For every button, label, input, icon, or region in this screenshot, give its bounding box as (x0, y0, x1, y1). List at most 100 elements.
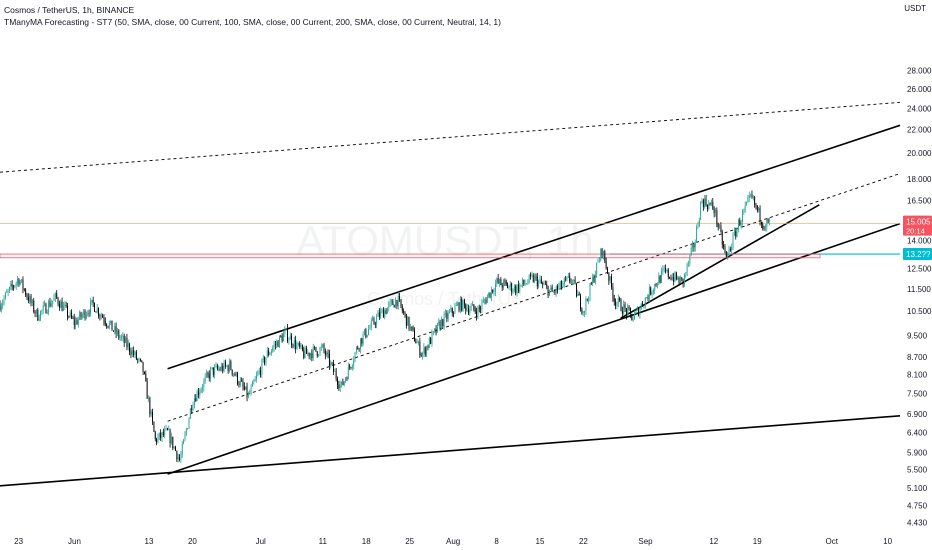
candle-body (94, 303, 95, 312)
price-tick-label[interactable]: 24.000 (907, 104, 932, 113)
price-tick-label[interactable]: 6.900 (907, 410, 928, 419)
candle-body (327, 352, 329, 354)
candle-body (671, 277, 673, 280)
price-tick-label[interactable]: 26.000 (907, 85, 932, 94)
candle-body (355, 347, 357, 353)
time-tick-label[interactable]: 15 (536, 537, 545, 546)
price-tick-label[interactable]: 8.700 (907, 353, 928, 362)
candle-body (638, 307, 639, 316)
price-tick-label[interactable]: 16.500 (907, 196, 932, 205)
time-tick-label[interactable]: 13 (145, 537, 154, 546)
candle-body (715, 210, 716, 214)
candle-body (643, 305, 645, 307)
time-tick-label[interactable]: Jun (68, 537, 81, 546)
candle-body (624, 304, 626, 309)
candle-body (272, 347, 274, 351)
candle-body (740, 221, 742, 226)
time-tick-label[interactable]: 19 (753, 537, 762, 546)
candle-body (84, 310, 86, 319)
time-tick-label[interactable]: 23 (14, 537, 23, 546)
candle-body (658, 275, 660, 285)
candle-body (674, 272, 676, 282)
price-tick-label[interactable]: 8.100 (907, 371, 928, 380)
candle-body (759, 207, 761, 222)
candle-body (528, 275, 530, 283)
candle-body (520, 284, 522, 286)
candle-body (403, 311, 405, 313)
channel-upper-line[interactable] (167, 124, 901, 370)
price-axis[interactable]: 28.000 26.000 24.000 22.000 20.000 18.000 16.5… (907, 67, 932, 528)
candle-body (253, 381, 255, 383)
price-tick-label[interactable]: 6.400 (907, 428, 928, 437)
candle-body (742, 211, 743, 222)
time-tick-label[interactable]: 20 (188, 537, 197, 546)
price-tick-label[interactable]: 4.430 (907, 519, 928, 528)
candle-body (122, 335, 124, 337)
candle-body (134, 351, 136, 355)
candle-body (692, 243, 693, 249)
price-tick-label[interactable]: 20.000 (907, 149, 932, 158)
candle-body (233, 373, 234, 375)
candle-body (507, 283, 509, 289)
time-tick-label[interactable]: 8 (494, 537, 499, 546)
candle-body (603, 251, 604, 256)
candle-body (75, 320, 77, 326)
price-tick-label[interactable]: 4.750 (907, 502, 928, 511)
time-tick-label[interactable]: 10 (883, 537, 892, 546)
time-tick-label[interactable]: 22 (579, 537, 588, 546)
price-tick-label[interactable]: 18.000 (907, 175, 932, 184)
price-tick-label[interactable]: 28.000 (907, 67, 932, 76)
red-zone[interactable] (0, 253, 821, 259)
price-tick-label[interactable]: 11.500 (907, 285, 931, 294)
candle-body (704, 198, 706, 208)
time-tick-label[interactable]: 11 (319, 537, 328, 546)
candle-body (393, 305, 395, 308)
price-tick-label[interactable]: 12.500 (907, 264, 932, 273)
price-tick-label[interactable]: 5.900 (907, 448, 928, 457)
time-tick-label[interactable]: Sep (638, 537, 653, 546)
candle-body (725, 251, 727, 257)
candle-body (473, 304, 475, 310)
candle-body (769, 220, 770, 222)
candle-body (392, 300, 394, 306)
candle-body (648, 287, 650, 299)
long-support-line[interactable] (0, 415, 901, 487)
candle-body (41, 310, 43, 311)
candle-body (219, 368, 221, 371)
candle-body (698, 219, 700, 226)
candle-body (462, 299, 464, 311)
time-tick-label[interactable]: 12 (709, 537, 718, 546)
long-resistance-line[interactable] (0, 101, 901, 173)
time-tick-label[interactable]: Aug (446, 537, 460, 546)
candle-body (636, 307, 638, 311)
time-tick-label[interactable]: 18 (362, 537, 371, 546)
channel-mid-line[interactable] (167, 173, 901, 422)
price-tick-label[interactable]: 9.500 (907, 332, 928, 341)
time-tick-label[interactable]: Jul (256, 537, 266, 546)
price-tick-label[interactable]: 7.500 (907, 390, 928, 399)
candle-body (750, 194, 752, 196)
price-tick-label[interactable]: 14.000 (907, 237, 932, 246)
channel-lower-line[interactable] (167, 222, 901, 475)
price-tick-label[interactable]: 5.100 (907, 484, 928, 493)
symbol-title[interactable]: Cosmos / TetherUS, 1h, BINANCE (4, 5, 135, 15)
candle-body (654, 284, 656, 291)
candle-body (299, 343, 301, 347)
candle-body (515, 286, 517, 294)
candle-body (388, 303, 390, 308)
time-tick-label[interactable]: 25 (405, 537, 414, 546)
price-tick-label[interactable]: 10.500 (907, 307, 932, 316)
price-tick-label[interactable]: 5.500 (907, 466, 928, 475)
drawings[interactable] (0, 101, 901, 487)
candle-body (432, 331, 434, 333)
candle-body (647, 297, 649, 299)
candle-body (133, 350, 135, 355)
candle-body (503, 280, 504, 288)
indicator-legend[interactable]: TManyMA Forecasting - ST7 (50, SMA, clos… (4, 17, 501, 27)
time-tick-label[interactable]: Oct (825, 537, 838, 546)
time-axis[interactable]: 23 Jun 13 20 Jul 11 18 25 Aug 8 15 22 Sep 12 19 Oct 10 (14, 537, 892, 546)
price-tick-label[interactable]: 22.000 (907, 126, 932, 135)
candle-body (50, 303, 52, 307)
